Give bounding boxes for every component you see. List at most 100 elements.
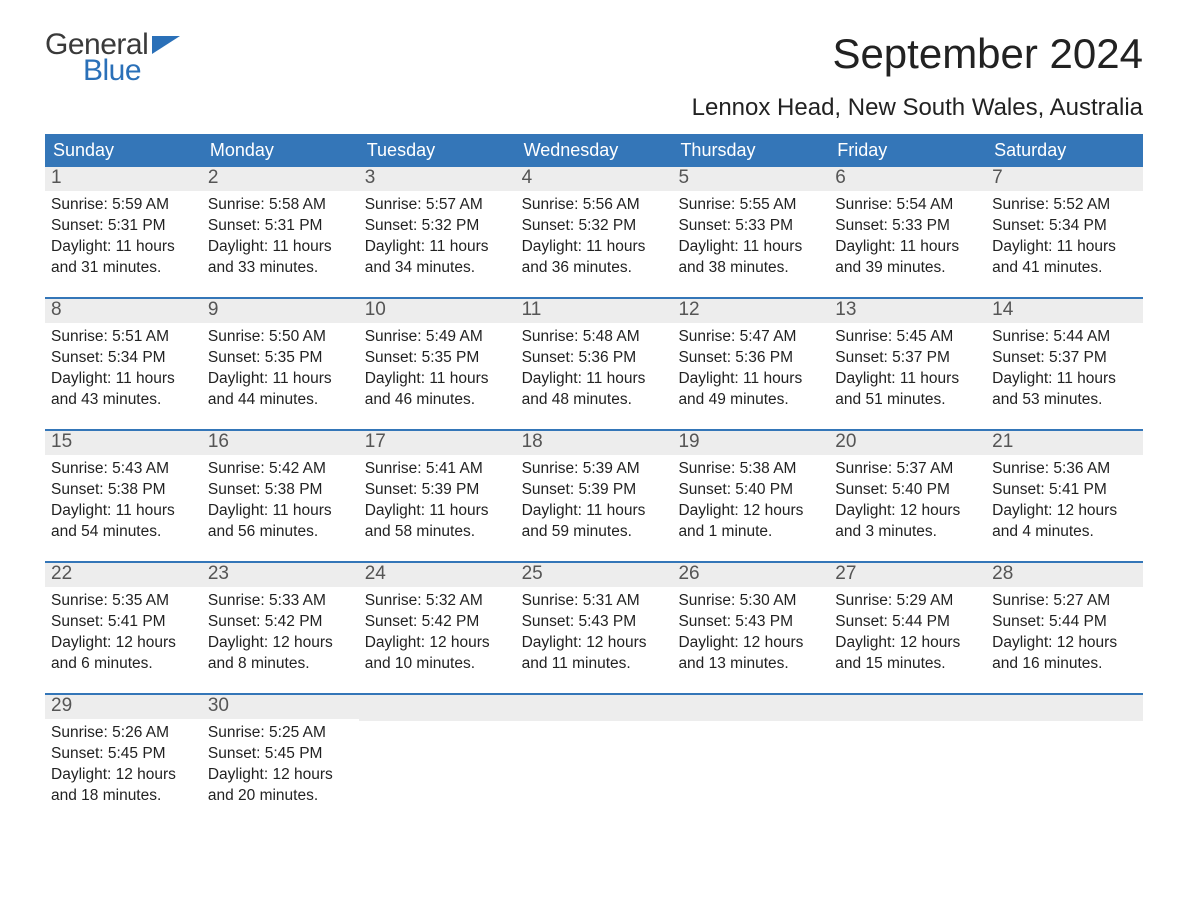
- calendar-day: 27Sunrise: 5:29 AMSunset: 5:44 PMDayligh…: [829, 563, 986, 681]
- day-number-row: 18: [516, 431, 673, 455]
- weekday-label: Sunday: [45, 134, 202, 167]
- sunrise-text: Sunrise: 5:37 AM: [835, 459, 980, 480]
- day-number-row: 5: [672, 167, 829, 191]
- daylight-text: Daylight: 12 hours and 20 minutes.: [208, 765, 353, 807]
- day-number-row: 12: [672, 299, 829, 323]
- weekday-label: Wednesday: [516, 134, 673, 167]
- day-details: Sunrise: 5:50 AMSunset: 5:35 PMDaylight:…: [202, 323, 359, 415]
- day-number-row: [986, 695, 1143, 721]
- sunset-text: Sunset: 5:32 PM: [522, 216, 667, 237]
- calendar-day: 17Sunrise: 5:41 AMSunset: 5:39 PMDayligh…: [359, 431, 516, 549]
- sunrise-text: Sunrise: 5:57 AM: [365, 195, 510, 216]
- sunset-text: Sunset: 5:32 PM: [365, 216, 510, 237]
- calendar-week: 29Sunrise: 5:26 AMSunset: 5:45 PMDayligh…: [45, 693, 1143, 813]
- day-number-row: [672, 695, 829, 721]
- daylight-text: Daylight: 11 hours and 36 minutes.: [522, 237, 667, 279]
- day-number: 9: [208, 299, 219, 320]
- sunrise-text: Sunrise: 5:25 AM: [208, 723, 353, 744]
- sunrise-text: Sunrise: 5:32 AM: [365, 591, 510, 612]
- brand-word-2: Blue: [83, 56, 180, 86]
- daylight-text: Daylight: 11 hours and 54 minutes.: [51, 501, 196, 543]
- day-number-row: 21: [986, 431, 1143, 455]
- day-number: 13: [835, 299, 856, 320]
- day-number-row: [359, 695, 516, 721]
- sunset-text: Sunset: 5:33 PM: [678, 216, 823, 237]
- daylight-text: Daylight: 11 hours and 44 minutes.: [208, 369, 353, 411]
- calendar-day: [359, 695, 516, 813]
- day-details: Sunrise: 5:58 AMSunset: 5:31 PMDaylight:…: [202, 191, 359, 283]
- calendar: Sunday Monday Tuesday Wednesday Thursday…: [45, 134, 1143, 813]
- day-number: 25: [522, 563, 543, 584]
- day-details: Sunrise: 5:45 AMSunset: 5:37 PMDaylight:…: [829, 323, 986, 415]
- sunrise-text: Sunrise: 5:44 AM: [992, 327, 1137, 348]
- day-number: 10: [365, 299, 386, 320]
- sunrise-text: Sunrise: 5:33 AM: [208, 591, 353, 612]
- sunrise-text: Sunrise: 5:41 AM: [365, 459, 510, 480]
- weekday-label: Friday: [829, 134, 986, 167]
- daylight-text: Daylight: 11 hours and 59 minutes.: [522, 501, 667, 543]
- day-details: Sunrise: 5:32 AMSunset: 5:42 PMDaylight:…: [359, 587, 516, 679]
- daylight-text: Daylight: 12 hours and 6 minutes.: [51, 633, 196, 675]
- day-number-row: 4: [516, 167, 673, 191]
- day-number-row: 14: [986, 299, 1143, 323]
- sunrise-text: Sunrise: 5:56 AM: [522, 195, 667, 216]
- day-number: 11: [522, 299, 542, 320]
- day-number: 12: [678, 299, 699, 320]
- day-details: Sunrise: 5:55 AMSunset: 5:33 PMDaylight:…: [672, 191, 829, 283]
- calendar-day: 2 Sunrise: 5:58 AMSunset: 5:31 PMDaylight…: [202, 167, 359, 285]
- sunrise-text: Sunrise: 5:26 AM: [51, 723, 196, 744]
- day-number-row: 9: [202, 299, 359, 323]
- day-details: Sunrise: 5:26 AMSunset: 5:45 PMDaylight:…: [45, 719, 202, 811]
- daylight-text: Daylight: 11 hours and 34 minutes.: [365, 237, 510, 279]
- calendar-day: 26Sunrise: 5:30 AMSunset: 5:43 PMDayligh…: [672, 563, 829, 681]
- calendar-day: 25 Sunrise: 5:31 AMSunset: 5:43 PMDayligh…: [516, 563, 673, 681]
- flag-icon: [152, 36, 180, 54]
- day-details: Sunrise: 5:35 AMSunset: 5:41 PMDaylight:…: [45, 587, 202, 679]
- daylight-text: Daylight: 11 hours and 33 minutes.: [208, 237, 353, 279]
- sunset-text: Sunset: 5:43 PM: [522, 612, 667, 633]
- sunset-text: Sunset: 5:45 PM: [51, 744, 196, 765]
- calendar-day: [516, 695, 673, 813]
- calendar-week: 15Sunrise: 5:43 AMSunset: 5:38 PMDayligh…: [45, 429, 1143, 549]
- day-number: 29: [51, 695, 72, 716]
- sunset-text: Sunset: 5:43 PM: [678, 612, 823, 633]
- daylight-text: Daylight: 11 hours and 41 minutes.: [992, 237, 1137, 279]
- day-number-row: 19: [672, 431, 829, 455]
- day-number-row: 27: [829, 563, 986, 587]
- day-number: 4: [522, 167, 533, 188]
- sunset-text: Sunset: 5:34 PM: [51, 348, 196, 369]
- calendar-day: 11Sunrise: 5:48 AMSunset: 5:36 PMDayligh…: [516, 299, 673, 417]
- daylight-text: Daylight: 12 hours and 10 minutes.: [365, 633, 510, 675]
- day-number-row: [516, 695, 673, 721]
- weekday-label: Tuesday: [359, 134, 516, 167]
- sunset-text: Sunset: 5:31 PM: [208, 216, 353, 237]
- sunrise-text: Sunrise: 5:51 AM: [51, 327, 196, 348]
- sunset-text: Sunset: 5:34 PM: [992, 216, 1137, 237]
- calendar-week: 22Sunrise: 5:35 AMSunset: 5:41 PMDayligh…: [45, 561, 1143, 681]
- day-number: 16: [208, 431, 229, 452]
- sunset-text: Sunset: 5:42 PM: [208, 612, 353, 633]
- daylight-text: Daylight: 12 hours and 15 minutes.: [835, 633, 980, 675]
- weekday-header: Sunday Monday Tuesday Wednesday Thursday…: [45, 134, 1143, 167]
- calendar-day: 16Sunrise: 5:42 AMSunset: 5:38 PMDayligh…: [202, 431, 359, 549]
- weekday-label: Saturday: [986, 134, 1143, 167]
- day-number: 30: [208, 695, 229, 716]
- day-number-row: 8: [45, 299, 202, 323]
- day-details: Sunrise: 5:31 AMSunset: 5:43 PMDaylight:…: [516, 587, 673, 679]
- day-number-row: 16: [202, 431, 359, 455]
- day-number: 2: [208, 167, 219, 188]
- calendar-day: 1Sunrise: 5:59 AMSunset: 5:31 PMDaylight…: [45, 167, 202, 285]
- day-number: 3: [365, 167, 376, 188]
- day-number: 17: [365, 431, 386, 452]
- sunrise-text: Sunrise: 5:35 AM: [51, 591, 196, 612]
- month-title: September 2024: [692, 30, 1143, 78]
- location-subtitle: Lennox Head, New South Wales, Australia: [692, 94, 1143, 122]
- day-number-row: 20: [829, 431, 986, 455]
- daylight-text: Daylight: 11 hours and 39 minutes.: [835, 237, 980, 279]
- day-number-row: 1: [45, 167, 202, 191]
- sunset-text: Sunset: 5:41 PM: [992, 480, 1137, 501]
- sunset-text: Sunset: 5:41 PM: [51, 612, 196, 633]
- calendar-day: 29 Sunrise: 5:26 AMSunset: 5:45 PMDayligh…: [45, 695, 202, 813]
- day-number: 5: [678, 167, 689, 188]
- sunrise-text: Sunrise: 5:55 AM: [678, 195, 823, 216]
